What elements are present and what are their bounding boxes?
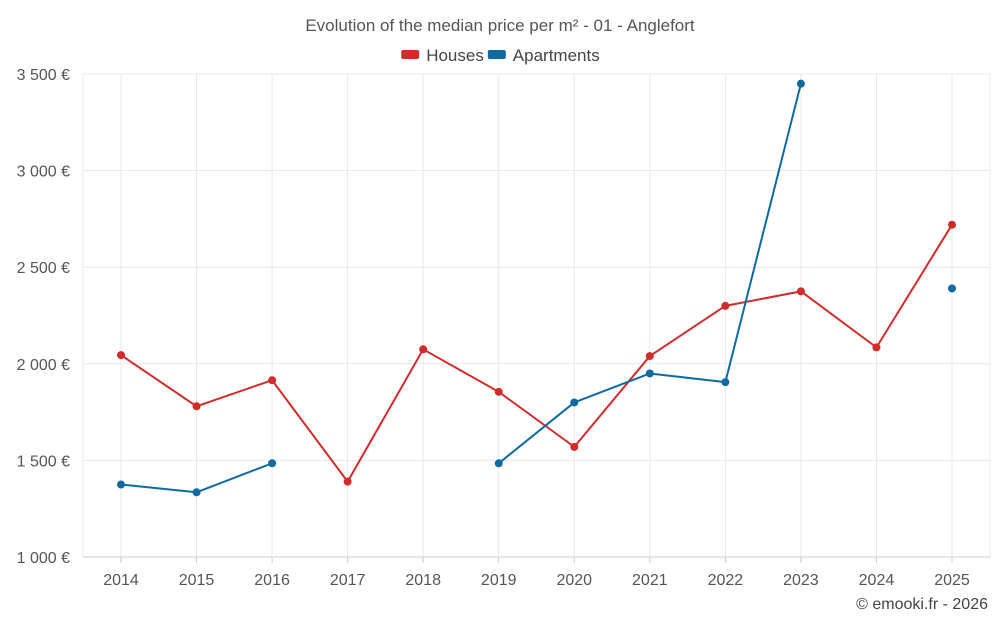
apartments-point[interactable] <box>494 459 503 468</box>
apartments-point[interactable] <box>721 378 730 387</box>
apartments-point[interactable] <box>645 369 654 378</box>
apartments-point[interactable] <box>117 480 125 489</box>
series-houses <box>117 220 956 486</box>
houses-point[interactable] <box>268 376 277 385</box>
houses-point[interactable] <box>872 343 881 352</box>
legend-swatch <box>487 50 506 59</box>
apartments-point[interactable] <box>948 284 956 293</box>
x-tick-label: 2021 <box>632 572 668 589</box>
x-tick-label: 2023 <box>783 572 819 589</box>
y-tick-label: 3 500 € <box>17 67 70 84</box>
x-tick-label: 2016 <box>254 572 290 589</box>
x-tick-label: 2020 <box>556 572 592 589</box>
x-tick-label: 2014 <box>103 572 139 589</box>
y-tick-label: 2 000 € <box>17 357 70 374</box>
x-axis: 2014 2015 2016 2017 2018 2019 2020 2021 2022 2023… <box>103 557 970 589</box>
houses-line-segment <box>120 224 953 483</box>
y-tick-label: 1 000 € <box>17 550 70 567</box>
series-apartments <box>117 79 956 497</box>
apartments-point[interactable] <box>192 488 201 497</box>
houses-point[interactable] <box>117 351 125 360</box>
chart-title: Evolution of the median price per m² - 0… <box>305 16 695 35</box>
x-tick-label: 2025 <box>934 572 970 589</box>
apartments-point[interactable] <box>570 398 579 407</box>
houses-point[interactable] <box>343 477 352 486</box>
y-tick-label: 1 500 € <box>17 453 70 470</box>
houses-point[interactable] <box>645 352 654 361</box>
apartments-point[interactable] <box>796 79 805 88</box>
grid <box>82 73 991 558</box>
houses-point[interactable] <box>192 402 201 411</box>
houses-point[interactable] <box>570 442 579 451</box>
series-layer <box>117 79 956 497</box>
y-tick-label: 2 500 € <box>17 260 70 277</box>
legend-item-apartments[interactable]: Apartments <box>487 46 600 65</box>
houses-point[interactable] <box>796 287 805 296</box>
houses-point[interactable] <box>948 220 956 229</box>
legend: Houses Apartments <box>401 46 600 65</box>
x-tick-label: 2015 <box>179 572 215 589</box>
houses-point[interactable] <box>494 387 503 396</box>
houses-point[interactable] <box>419 345 428 354</box>
apartments-point[interactable] <box>268 459 277 468</box>
legend-label: Apartments <box>513 46 600 65</box>
houses-point[interactable] <box>721 301 730 310</box>
x-tick-label: 2019 <box>481 572 517 589</box>
credit-text: © emooki.fr - 2026 <box>856 596 988 613</box>
x-tick-label: 2024 <box>859 572 895 589</box>
y-tick-label: 3 000 € <box>17 164 70 181</box>
legend-swatch <box>401 50 420 59</box>
x-tick-label: 2017 <box>330 572 366 589</box>
x-tick-label: 2022 <box>708 572 744 589</box>
legend-item-houses[interactable]: Houses <box>401 46 484 65</box>
y-axis: 1 000 € 1 500 € 2 000 € 2 500 € 3 000 € 3 500… <box>17 67 70 567</box>
x-tick-label: 2018 <box>405 572 441 589</box>
legend-label: Houses <box>426 46 484 65</box>
